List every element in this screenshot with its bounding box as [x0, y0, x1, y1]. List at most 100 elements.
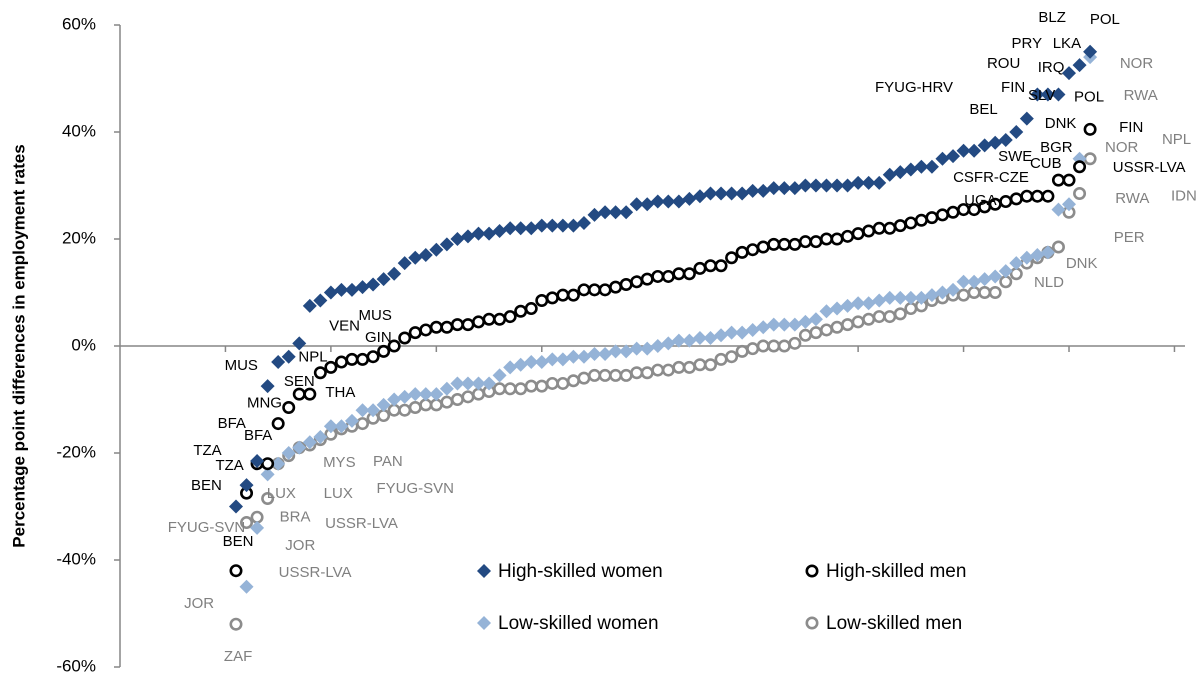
data-point	[904, 302, 918, 316]
data-point	[429, 320, 443, 334]
annotation: SWE	[998, 148, 1032, 165]
data-point	[629, 341, 644, 356]
data-point	[250, 510, 264, 524]
data-point	[535, 294, 549, 308]
data-point	[872, 293, 887, 308]
data-point	[999, 275, 1013, 289]
data-point	[524, 355, 539, 370]
data-point	[356, 352, 370, 366]
annotation: LKA	[1053, 35, 1081, 52]
data-point	[302, 298, 317, 313]
annotation: POL	[1074, 89, 1104, 106]
data-point	[840, 178, 855, 193]
data-point	[830, 320, 844, 334]
data-point	[1040, 245, 1055, 260]
data-point	[240, 516, 254, 530]
data-point	[935, 208, 949, 222]
data-point	[629, 197, 644, 212]
data-point	[808, 178, 823, 193]
annotation: FIN	[1119, 119, 1143, 136]
legend-marker	[477, 616, 491, 630]
legend-marker	[805, 616, 819, 630]
data-point	[397, 389, 412, 404]
data-point	[588, 368, 602, 382]
data-point	[355, 280, 370, 295]
data-point	[598, 283, 612, 297]
data-point	[893, 165, 908, 180]
data-point	[387, 339, 401, 353]
data-point	[1019, 111, 1034, 126]
data-point	[450, 318, 464, 332]
data-point	[988, 135, 1003, 150]
data-point	[524, 302, 538, 316]
data-point	[524, 379, 538, 393]
annotation: NLD	[1034, 274, 1064, 291]
annotation: RWA	[1124, 87, 1158, 104]
data-point	[261, 457, 275, 471]
data-point	[809, 235, 823, 249]
data-point	[851, 227, 865, 241]
annotation: CSFR-CZE	[953, 169, 1029, 186]
data-point	[914, 213, 928, 227]
data-point	[967, 143, 982, 158]
legend-label: High-skilled men	[826, 561, 966, 582]
data-point	[577, 283, 591, 297]
data-point	[377, 409, 391, 423]
data-point	[566, 349, 581, 364]
data-point	[387, 403, 401, 417]
data-point	[661, 363, 675, 377]
annotation: NPL	[1162, 131, 1191, 148]
data-point	[1051, 173, 1065, 187]
data-point	[588, 283, 602, 297]
data-point	[1051, 202, 1066, 217]
data-point	[851, 296, 866, 311]
annotation: PAN	[373, 453, 403, 470]
data-point	[967, 285, 981, 299]
data-point	[798, 314, 813, 329]
annotation: CUB	[1030, 155, 1062, 172]
data-point	[735, 245, 749, 259]
data-point	[397, 256, 412, 271]
data-point	[692, 189, 707, 204]
annotation: PRY	[1012, 35, 1043, 52]
data-point	[545, 218, 560, 233]
data-point	[323, 285, 338, 300]
data-point	[408, 387, 423, 402]
data-point	[661, 269, 675, 283]
data-point	[703, 358, 717, 372]
annotation: TZA	[215, 457, 243, 474]
data-point	[587, 347, 602, 362]
data-point	[408, 250, 423, 265]
data-point	[1083, 44, 1098, 59]
data-point	[429, 242, 444, 257]
data-point	[724, 186, 739, 201]
data-point	[882, 167, 897, 182]
data-point	[977, 138, 992, 153]
y-tick-label: 20%	[62, 228, 96, 247]
data-point	[503, 360, 518, 375]
data-point	[935, 151, 950, 166]
data-point	[408, 401, 422, 415]
data-point	[514, 382, 528, 396]
data-point	[1062, 197, 1077, 212]
data-point	[1073, 187, 1087, 201]
data-point	[492, 223, 507, 238]
data-point	[745, 322, 760, 337]
annotation: FYUG-HRV	[875, 79, 953, 96]
data-point	[1009, 192, 1023, 206]
data-point	[344, 413, 359, 428]
data-point	[377, 344, 391, 358]
data-point	[1041, 189, 1055, 203]
data-point	[493, 312, 507, 326]
data-point	[556, 288, 570, 302]
annotation: VEN	[329, 318, 360, 335]
data-point	[302, 435, 317, 450]
annotation: FYUG-SVN	[376, 480, 454, 497]
data-point	[977, 272, 992, 287]
data-point	[366, 277, 381, 292]
annotation: THA	[325, 384, 355, 401]
data-point	[503, 382, 517, 396]
data-point	[1062, 173, 1076, 187]
annotation: MUS	[359, 307, 392, 324]
data-point	[946, 282, 961, 297]
